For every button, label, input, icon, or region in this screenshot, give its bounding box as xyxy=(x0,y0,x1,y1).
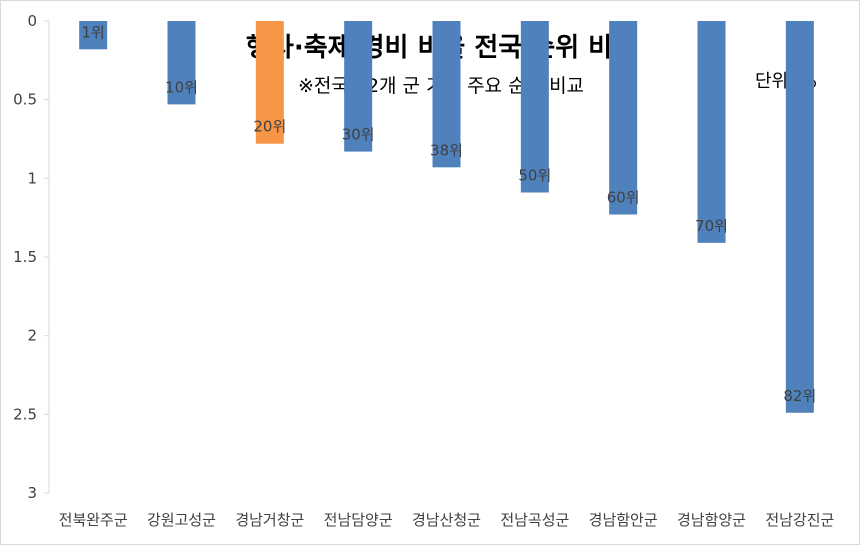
y-tick-label: 3 xyxy=(27,484,37,502)
category-label-1: 전북완주군 xyxy=(59,511,128,529)
bar-8 xyxy=(697,21,726,243)
bar-7 xyxy=(609,21,638,215)
y-tick-label: 0 xyxy=(27,12,37,30)
bar-1 xyxy=(79,21,108,50)
y-tick-label: 2 xyxy=(27,327,37,345)
category-label-2: 강원고성군 xyxy=(147,511,216,529)
category-label-7: 경남함안군 xyxy=(589,511,658,529)
data-label-4: 30위 xyxy=(342,126,375,144)
y-tick-label: 0.5 xyxy=(13,91,37,109)
data-label-1: 1위 xyxy=(81,23,104,41)
data-label-2: 10위 xyxy=(165,78,198,96)
data-label-3: 20위 xyxy=(253,118,286,136)
bar-9 xyxy=(785,21,814,413)
bar-6 xyxy=(520,21,549,193)
y-tick-label: 1.5 xyxy=(13,248,37,266)
bar-layer xyxy=(79,21,814,413)
y-tick-label: 1 xyxy=(27,169,37,187)
category-label-3: 경남거창군 xyxy=(235,511,304,529)
data-label-9: 82위 xyxy=(783,387,816,405)
category-label-8: 경남함양군 xyxy=(677,511,746,529)
bar-2 xyxy=(167,21,196,105)
category-label-9: 전남강진군 xyxy=(765,511,834,529)
data-label-7: 60위 xyxy=(607,189,640,207)
data-label-8: 70위 xyxy=(695,217,728,235)
data-label-5: 38위 xyxy=(430,141,463,159)
data-label-6: 50위 xyxy=(518,166,551,184)
bar-3 xyxy=(255,21,284,144)
axis-layer: 0 0.5 1 1.5 2 2.5 3 xyxy=(13,12,50,502)
category-label-5: 경남산청군 xyxy=(412,511,481,529)
category-label-6: 전남곡성군 xyxy=(500,511,569,529)
bar-5 xyxy=(432,21,461,168)
y-tick-label: 2.5 xyxy=(13,405,37,423)
bar-4 xyxy=(344,21,373,152)
category-label-4: 전남담양군 xyxy=(324,511,393,529)
